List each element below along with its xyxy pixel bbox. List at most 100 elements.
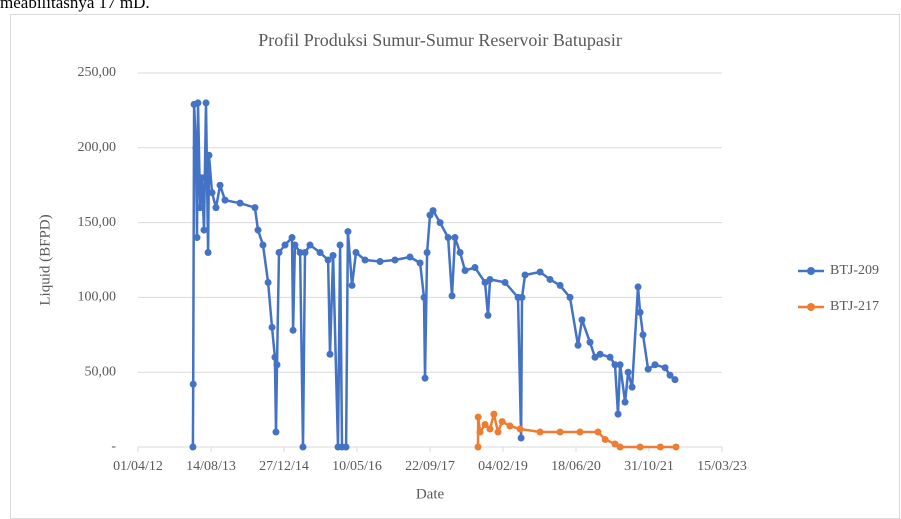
y-axis-label: Liquid (BFPD)	[37, 214, 53, 305]
data-point	[644, 365, 652, 373]
x-tick-label: 04/02/19	[478, 459, 528, 474]
legend-label: BTJ-217	[830, 299, 879, 314]
document-text: meabilitasnya 17 mD.	[0, 0, 150, 12]
data-point	[574, 341, 582, 349]
data-point	[611, 440, 619, 448]
data-point	[628, 383, 636, 391]
data-point	[516, 425, 524, 433]
data-point	[205, 151, 213, 159]
data-point	[216, 181, 224, 189]
y-tick-label: -	[111, 439, 116, 454]
data-point	[566, 293, 574, 301]
data-point	[198, 174, 206, 182]
data-point	[501, 278, 509, 286]
data-point	[616, 361, 624, 369]
data-point	[202, 99, 210, 107]
data-point	[291, 241, 299, 249]
y-tick-label: 200,00	[78, 140, 117, 155]
data-point	[614, 410, 622, 418]
data-point	[444, 234, 452, 242]
data-point	[518, 293, 526, 301]
data-point	[420, 293, 428, 301]
x-tick-label: 15/03/23	[697, 459, 747, 474]
data-point	[517, 434, 525, 442]
data-point	[212, 204, 220, 212]
x-tick-label: 01/04/12	[113, 459, 163, 474]
data-point	[636, 308, 644, 316]
data-point	[672, 443, 680, 451]
data-point	[586, 338, 594, 346]
data-point	[456, 249, 464, 257]
data-point	[273, 361, 281, 369]
data-point	[281, 241, 289, 249]
data-point	[416, 259, 424, 267]
data-point	[189, 380, 197, 388]
data-point	[636, 443, 644, 451]
data-point	[306, 241, 314, 249]
data-point	[200, 226, 208, 234]
data-point	[490, 410, 498, 418]
data-point	[204, 249, 212, 257]
data-point	[288, 234, 296, 242]
data-point	[272, 428, 280, 436]
data-point	[476, 428, 484, 436]
data-point	[596, 350, 604, 358]
data-point	[352, 249, 360, 257]
data-point	[348, 281, 356, 289]
data-point	[634, 283, 642, 291]
data-point	[481, 421, 489, 429]
data-point	[329, 252, 337, 260]
data-point	[474, 443, 482, 451]
data-point	[391, 256, 399, 264]
data-point	[259, 241, 267, 249]
data-point	[594, 428, 602, 436]
legend-label: BTJ-209	[830, 263, 879, 278]
data-point	[251, 204, 259, 212]
data-point	[661, 364, 669, 372]
data-point	[376, 257, 384, 265]
data-point	[406, 253, 414, 261]
data-point	[556, 281, 564, 289]
data-point	[448, 292, 456, 300]
x-tick-label: 27/12/14	[259, 459, 309, 474]
data-point	[639, 331, 647, 339]
data-point	[656, 443, 664, 451]
x-tick-label: 22/09/17	[405, 459, 455, 474]
data-point	[361, 256, 369, 264]
data-point	[208, 189, 216, 197]
data-point	[421, 374, 429, 382]
chart-frame	[10, 14, 900, 519]
data-point	[451, 234, 459, 242]
data-point	[556, 428, 564, 436]
data-point	[498, 418, 506, 426]
data-point	[193, 234, 201, 242]
data-point	[536, 428, 544, 436]
data-point	[611, 361, 619, 369]
legend-marker	[807, 303, 815, 311]
data-point	[671, 376, 679, 384]
data-point	[484, 311, 492, 319]
data-point	[221, 196, 229, 204]
y-tick-label: 50,00	[85, 364, 117, 379]
data-point	[264, 278, 272, 286]
data-point	[189, 443, 197, 451]
y-tick-label: 250,00	[78, 65, 117, 80]
data-point	[486, 425, 494, 433]
data-point	[606, 353, 614, 361]
data-point	[621, 398, 629, 406]
data-point	[486, 275, 494, 283]
x-axis-label: Date	[416, 486, 445, 502]
y-tick-label: 150,00	[78, 215, 117, 230]
data-point	[194, 99, 202, 107]
chart-title: Profil Produksi Sumur-Sumur Reservoir Ba…	[258, 30, 622, 50]
y-tick-label: 100,00	[78, 290, 117, 305]
legend-marker	[807, 267, 815, 275]
series-line	[191, 101, 676, 449]
data-point	[471, 263, 479, 271]
x-tick-label: 18/06/20	[551, 459, 601, 474]
data-point	[591, 353, 599, 361]
data-point	[474, 413, 482, 421]
data-point	[275, 249, 283, 257]
data-point	[268, 323, 276, 331]
